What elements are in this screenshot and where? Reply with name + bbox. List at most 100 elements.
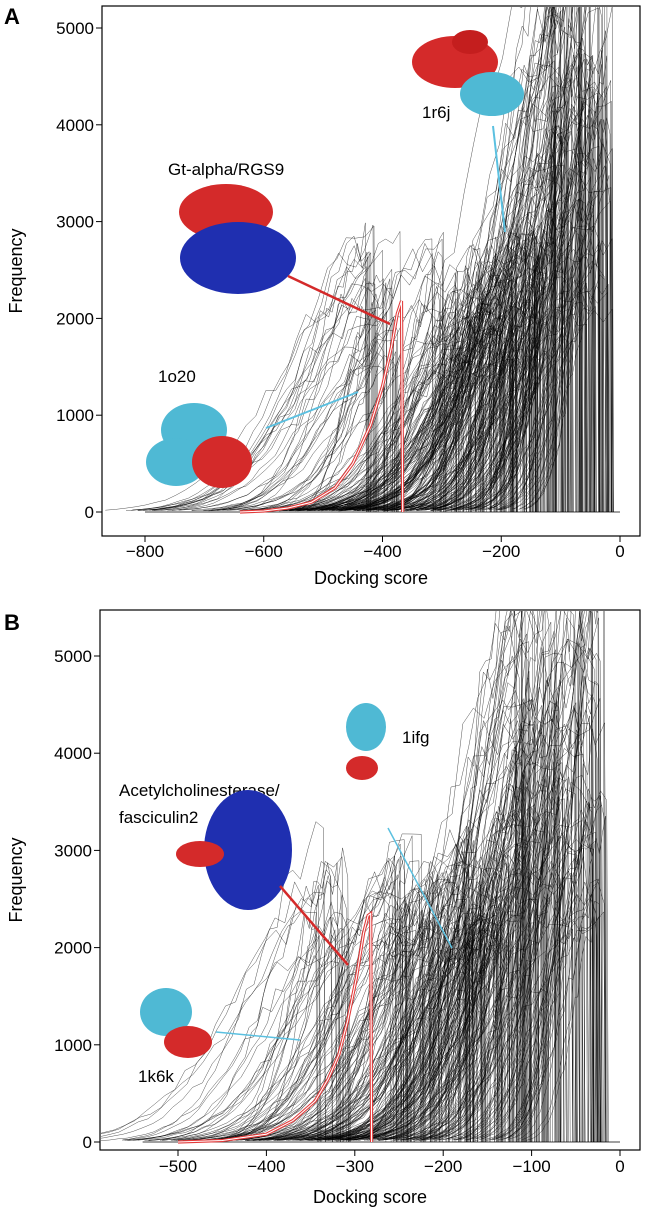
panel-a-decoy-distribution-line (445, 339, 537, 513)
panel-a-xlabel: Docking score (314, 568, 428, 588)
pointer-gt-alpha-rgs9 (287, 274, 391, 326)
panel-b-decoy-distribution-line (220, 869, 333, 1143)
panel-a-decoy-distribution-line (308, 284, 539, 513)
panel-a-decoy-distribution-line (277, 274, 501, 513)
pointer-1k6k (215, 1031, 301, 1041)
panel-b-decoy-distribution-line (159, 885, 321, 1143)
protein-acetylcholinesterase-image (176, 790, 292, 910)
panel-b-decoy-distribution-line (101, 929, 338, 1143)
panel-a-ytick-label: 5000 (56, 19, 94, 38)
panel-a-decoy-distribution-line (436, 340, 533, 513)
pointer-1r6j (492, 125, 506, 233)
panel-b-decoy-distribution-line (415, 611, 585, 1143)
panel-b-decoy-distribution-line (226, 894, 349, 1143)
panel-a-decoy-distribution-line (431, 306, 531, 513)
annotation-1ifg: 1ifg (402, 728, 429, 747)
panel-b-decoy-distribution-line (162, 911, 351, 1143)
panel-a-decoy-distribution-line (349, 232, 541, 513)
panel-a-decoy-distribution-line (292, 302, 374, 513)
panel-b-decoy-distribution-line (245, 862, 333, 1143)
panel-b-decoy-distribution-line (254, 843, 475, 1143)
panel-a-decoy-distribution-line (415, 301, 597, 513)
panel-a-decoy-distribution-line (167, 343, 370, 513)
annotation-gt-alpha-rgs9: Gt-alpha/RGS9 (168, 160, 284, 179)
panel-b-decoy-distribution-line (101, 861, 344, 1143)
panel-b-decoy-distribution-line (394, 630, 557, 1143)
panel-a-decoy-distribution-line (352, 363, 441, 513)
panel-a-decoy-distribution-line (425, 228, 596, 513)
panel-b-decoy-distribution-line (216, 913, 318, 1143)
panel-b-decoy-distribution-line (258, 941, 486, 1143)
panel-b-decoy-distribution-line (505, 675, 598, 1143)
panel-a-decoy-distribution-line (317, 292, 469, 513)
panel-a-decoy-distribution-line (347, 66, 569, 513)
panel-b-decoy-distribution-line (137, 871, 387, 1143)
panel-b-decoy-distribution-line (480, 611, 583, 1143)
panel-a-decoy-distribution-line (359, 7, 582, 513)
panel-b-ytick-label: 4000 (54, 744, 92, 763)
protein-1r6j-image (412, 30, 524, 116)
panel-b-decoy-distribution-line (497, 883, 599, 1143)
panel-b-decoy-distribution-line (327, 838, 506, 1143)
panel-a-decoy-distribution-line (420, 153, 593, 513)
panel-b-decoy-distribution-line (417, 870, 577, 1143)
panel-a-decoy-distribution-line (344, 309, 504, 513)
panel-a-decoy-distribution-line (210, 352, 385, 513)
panel-a-decoy-distribution-line (390, 253, 539, 513)
panel-b-decoy-distribution-line (296, 860, 421, 1143)
panel-b-decoy-distribution-line (196, 929, 461, 1143)
panel-a-decoy-distribution-line (359, 310, 485, 513)
panel-a-decoy-distribution-line (436, 341, 525, 513)
panel-b-decoy-distribution-line (186, 902, 409, 1143)
panel-a-decoy-distribution-line (289, 323, 496, 513)
panel-a-decoy-distribution-line (488, 135, 564, 513)
panel-a-decoy-distribution-line (178, 248, 434, 513)
panel-a-decoy-distribution-line (321, 242, 536, 513)
panel-a-decoy-distribution-line (299, 282, 388, 513)
panel-b-decoy-distribution-line (149, 855, 397, 1143)
panel-b-decoy-distribution-line (214, 847, 350, 1143)
panel-b-decoy-distribution-line (235, 864, 483, 1143)
panel-a-decoy-distribution-line (313, 300, 457, 513)
panel-a-ytick-label: 2000 (56, 309, 94, 328)
panel-b-decoy-distribution-line (421, 778, 570, 1143)
panel-a-decoy-distribution-line (493, 7, 582, 513)
panel-a-xtick-label: −600 (245, 542, 283, 561)
panel-a-decoy-distribution-line (132, 225, 376, 513)
panel-b-decoy-distribution-line (372, 625, 517, 1143)
annotation-1o20: 1o20 (158, 367, 196, 386)
protein-1k6k-image (140, 988, 212, 1058)
panel-a-decoy-distribution-line (346, 271, 549, 513)
panel-a-decoy-distribution-line (191, 272, 457, 513)
panel-a-decoy-distribution-line (221, 222, 367, 513)
panel-a-xtick-label: 0 (615, 542, 624, 561)
panel-b-decoy-distribution-line (211, 839, 407, 1143)
panel-b-decoy-distribution-line (304, 761, 565, 1143)
panel-b-decoy-distribution-line (517, 800, 594, 1143)
panel-a-xtick-label: −400 (363, 542, 401, 561)
panel-a-decoy-distribution-line (410, 55, 595, 513)
panel-a-decoy-distribution-line (430, 301, 506, 513)
panel-b-decoy-distribution-line (337, 653, 565, 1143)
panel-a-decoy-distribution-line (449, 283, 610, 513)
panel-b-decoy-distribution-line (447, 788, 609, 1143)
panel-b-decoy-distribution-line (353, 812, 522, 1143)
panel-b-decoy-distribution-line (521, 816, 608, 1143)
panel-b-decoy-distribution-line (507, 611, 583, 1143)
panel-b-decoy-distribution-line (343, 909, 424, 1143)
panel-a-decoy-distribution-line (386, 85, 561, 513)
panel-b-plot-area: −500 −400 −300 −200 −100 0 0 1000 2000 3000 4000 50… (54, 611, 625, 1176)
panel-a-decoy-distribution-line (344, 244, 506, 513)
panel-b-decoy-distribution-line (382, 705, 592, 1143)
panel-a-decoy-distribution-line (440, 124, 601, 513)
protein-gt-alpha-rgs9-image (179, 184, 296, 294)
panel-b-decoy-distribution-line (235, 860, 397, 1143)
panel-a-decoy-distribution-line (171, 235, 371, 513)
panel-a-decoy-distribution-line (149, 224, 375, 513)
panel-a-decoy-distribution-line (353, 232, 518, 513)
panel-b-decoy-distribution-line (432, 647, 599, 1143)
panel-a-decoy-distribution-line (395, 145, 601, 513)
panel-b: B −500 −400 −300 −200 −100 0 0 1000 2000 3000 4000… (4, 609, 641, 1207)
annotation-1r6j: 1r6j (422, 103, 450, 122)
